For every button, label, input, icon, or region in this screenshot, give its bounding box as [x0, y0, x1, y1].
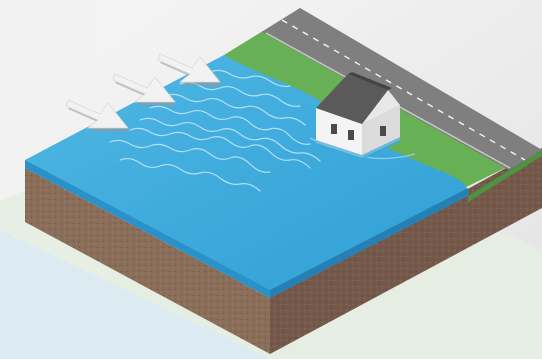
road-centerline: [281, 19, 526, 161]
wave-line: [129, 127, 311, 169]
wave-line: [149, 105, 311, 145]
soil-front-right-face: [270, 148, 542, 354]
arrow-shape: [157, 53, 221, 83]
house-window: [331, 124, 337, 134]
wave-line: [119, 157, 261, 192]
flood-water: [25, 55, 469, 298]
water-front-left-face: [25, 160, 270, 298]
house-roof: [316, 74, 388, 124]
house-window: [348, 130, 354, 140]
arrow-shape: [112, 73, 176, 103]
house-window: [380, 126, 386, 136]
house-roof-edge: [348, 72, 392, 90]
surge-arrow: [112, 73, 176, 106]
surge-arrow: [65, 99, 129, 132]
house-gable: [362, 90, 400, 124]
water-front-right-face: [270, 188, 468, 298]
flooded-house: [316, 72, 400, 160]
surge-arrow: [157, 53, 221, 86]
background-lower-left-tint: [0, 230, 270, 359]
wave-line: [179, 81, 301, 107]
grass-front-face: [468, 150, 542, 202]
wave-line: [209, 69, 291, 88]
wave-line: [139, 117, 321, 162]
house-waterline: [316, 137, 400, 160]
wave-lines: [109, 69, 321, 192]
soil-front-left-face: [25, 168, 270, 354]
surge-arrows: [65, 53, 221, 132]
wave-line: [164, 93, 306, 126]
wave-line: [109, 139, 271, 173]
arrow-shape: [65, 99, 129, 129]
